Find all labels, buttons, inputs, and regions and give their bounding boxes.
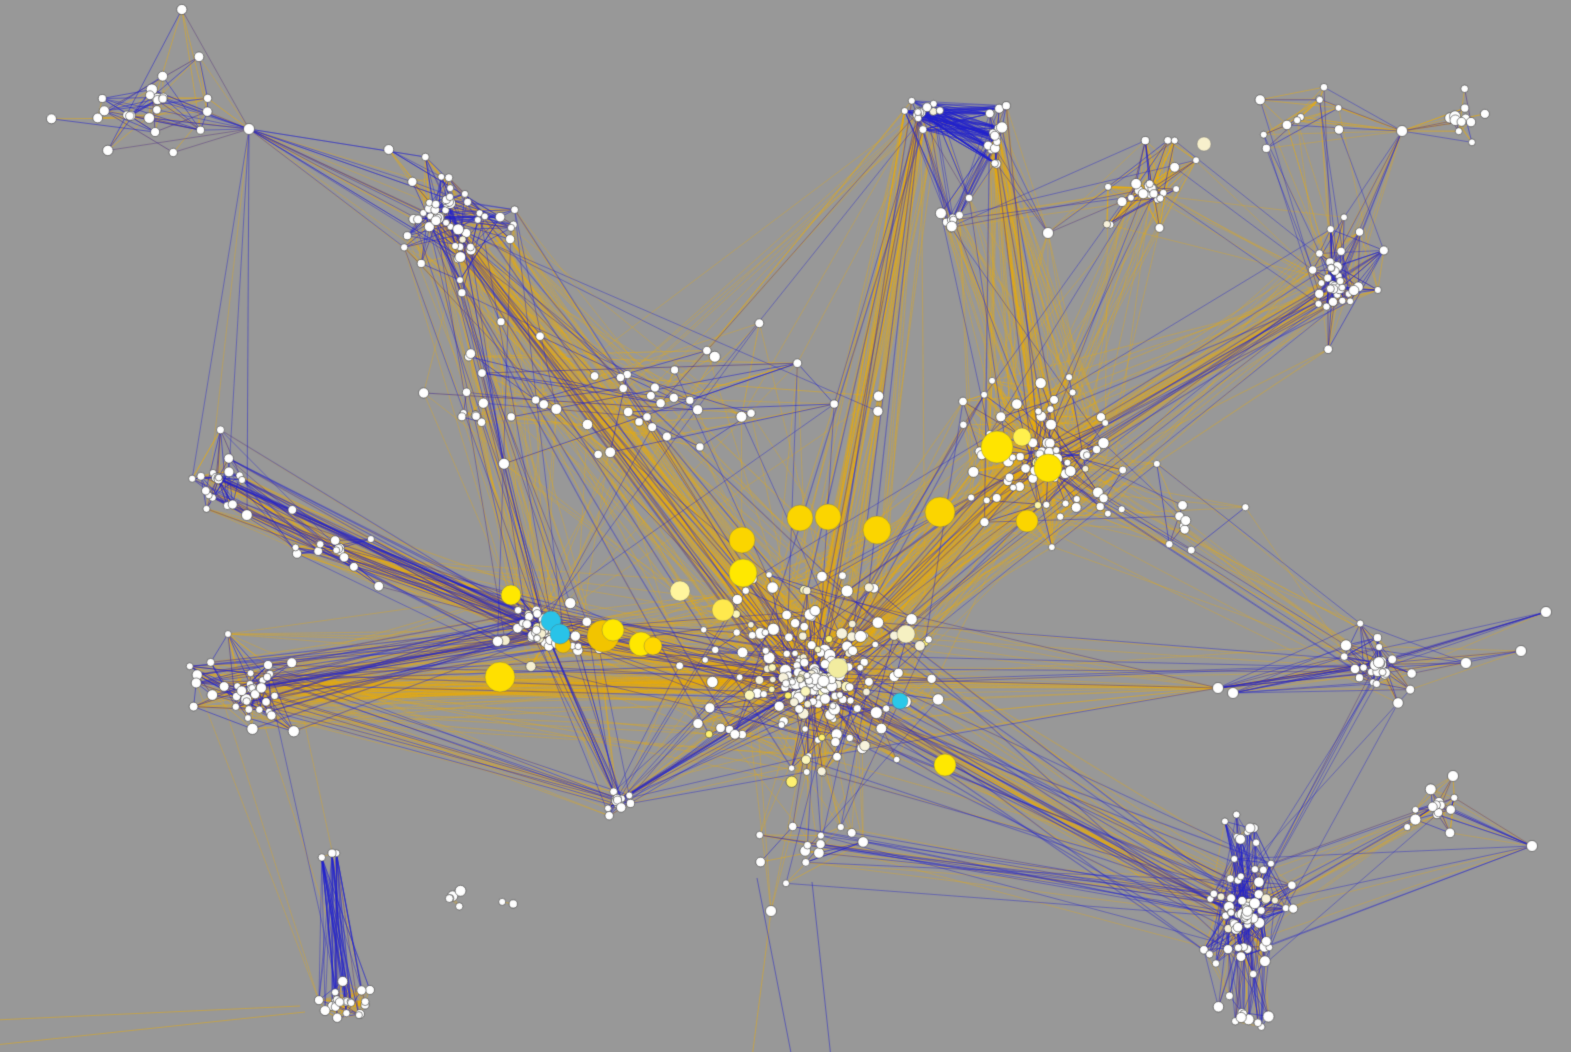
graph-viewport — [0, 0, 1571, 1052]
network-graph-canvas[interactable] — [0, 0, 1571, 1052]
app-root: { "canvas": { "width": 1571, "height": 1… — [0, 0, 1571, 1052]
